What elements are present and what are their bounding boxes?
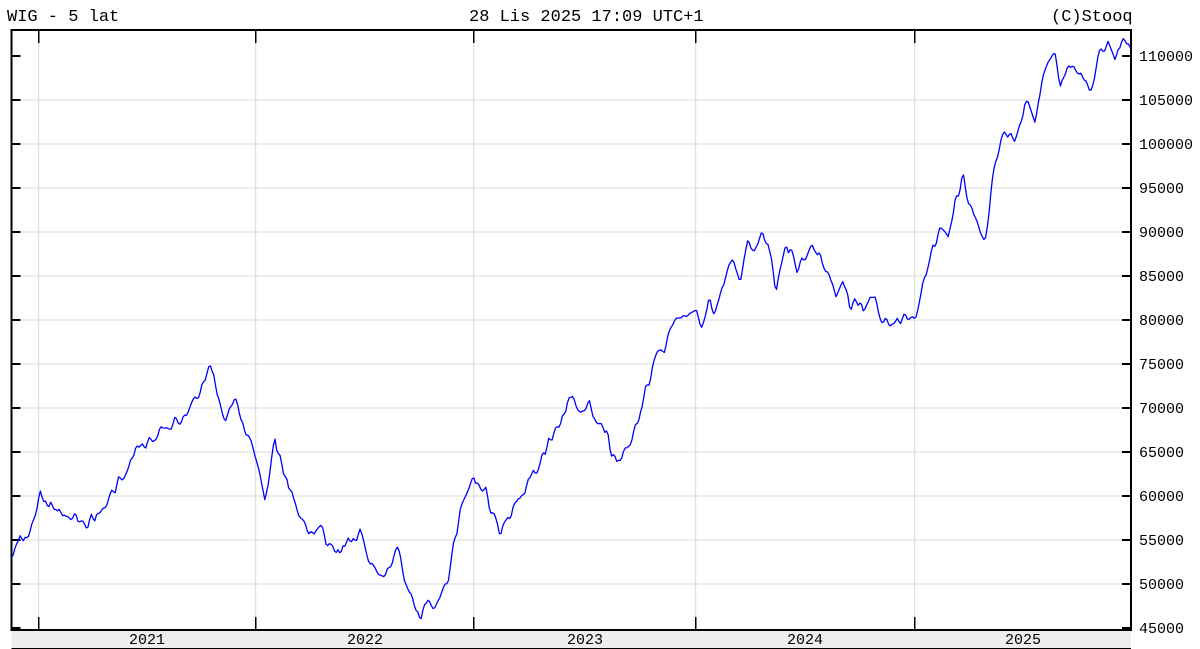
svg-text:85000: 85000 (1139, 269, 1184, 286)
svg-text:60000: 60000 (1139, 489, 1184, 506)
svg-text:2024: 2024 (787, 632, 823, 649)
svg-text:95000: 95000 (1139, 181, 1184, 198)
svg-text:2023: 2023 (567, 632, 603, 649)
svg-text:110000: 110000 (1139, 49, 1193, 66)
svg-text:50000: 50000 (1139, 577, 1184, 594)
svg-text:70000: 70000 (1139, 401, 1184, 418)
svg-text:90000: 90000 (1139, 225, 1184, 242)
svg-text:105000: 105000 (1139, 93, 1193, 110)
svg-text:2025: 2025 (1005, 632, 1041, 649)
svg-text:75000: 75000 (1139, 357, 1184, 374)
svg-text:2022: 2022 (347, 632, 383, 649)
svg-text:55000: 55000 (1139, 533, 1184, 550)
svg-text:65000: 65000 (1139, 445, 1184, 462)
svg-text:45000: 45000 (1139, 621, 1184, 638)
svg-text:2021: 2021 (129, 632, 165, 649)
svg-text:80000: 80000 (1139, 313, 1184, 330)
svg-text:100000: 100000 (1139, 137, 1193, 154)
